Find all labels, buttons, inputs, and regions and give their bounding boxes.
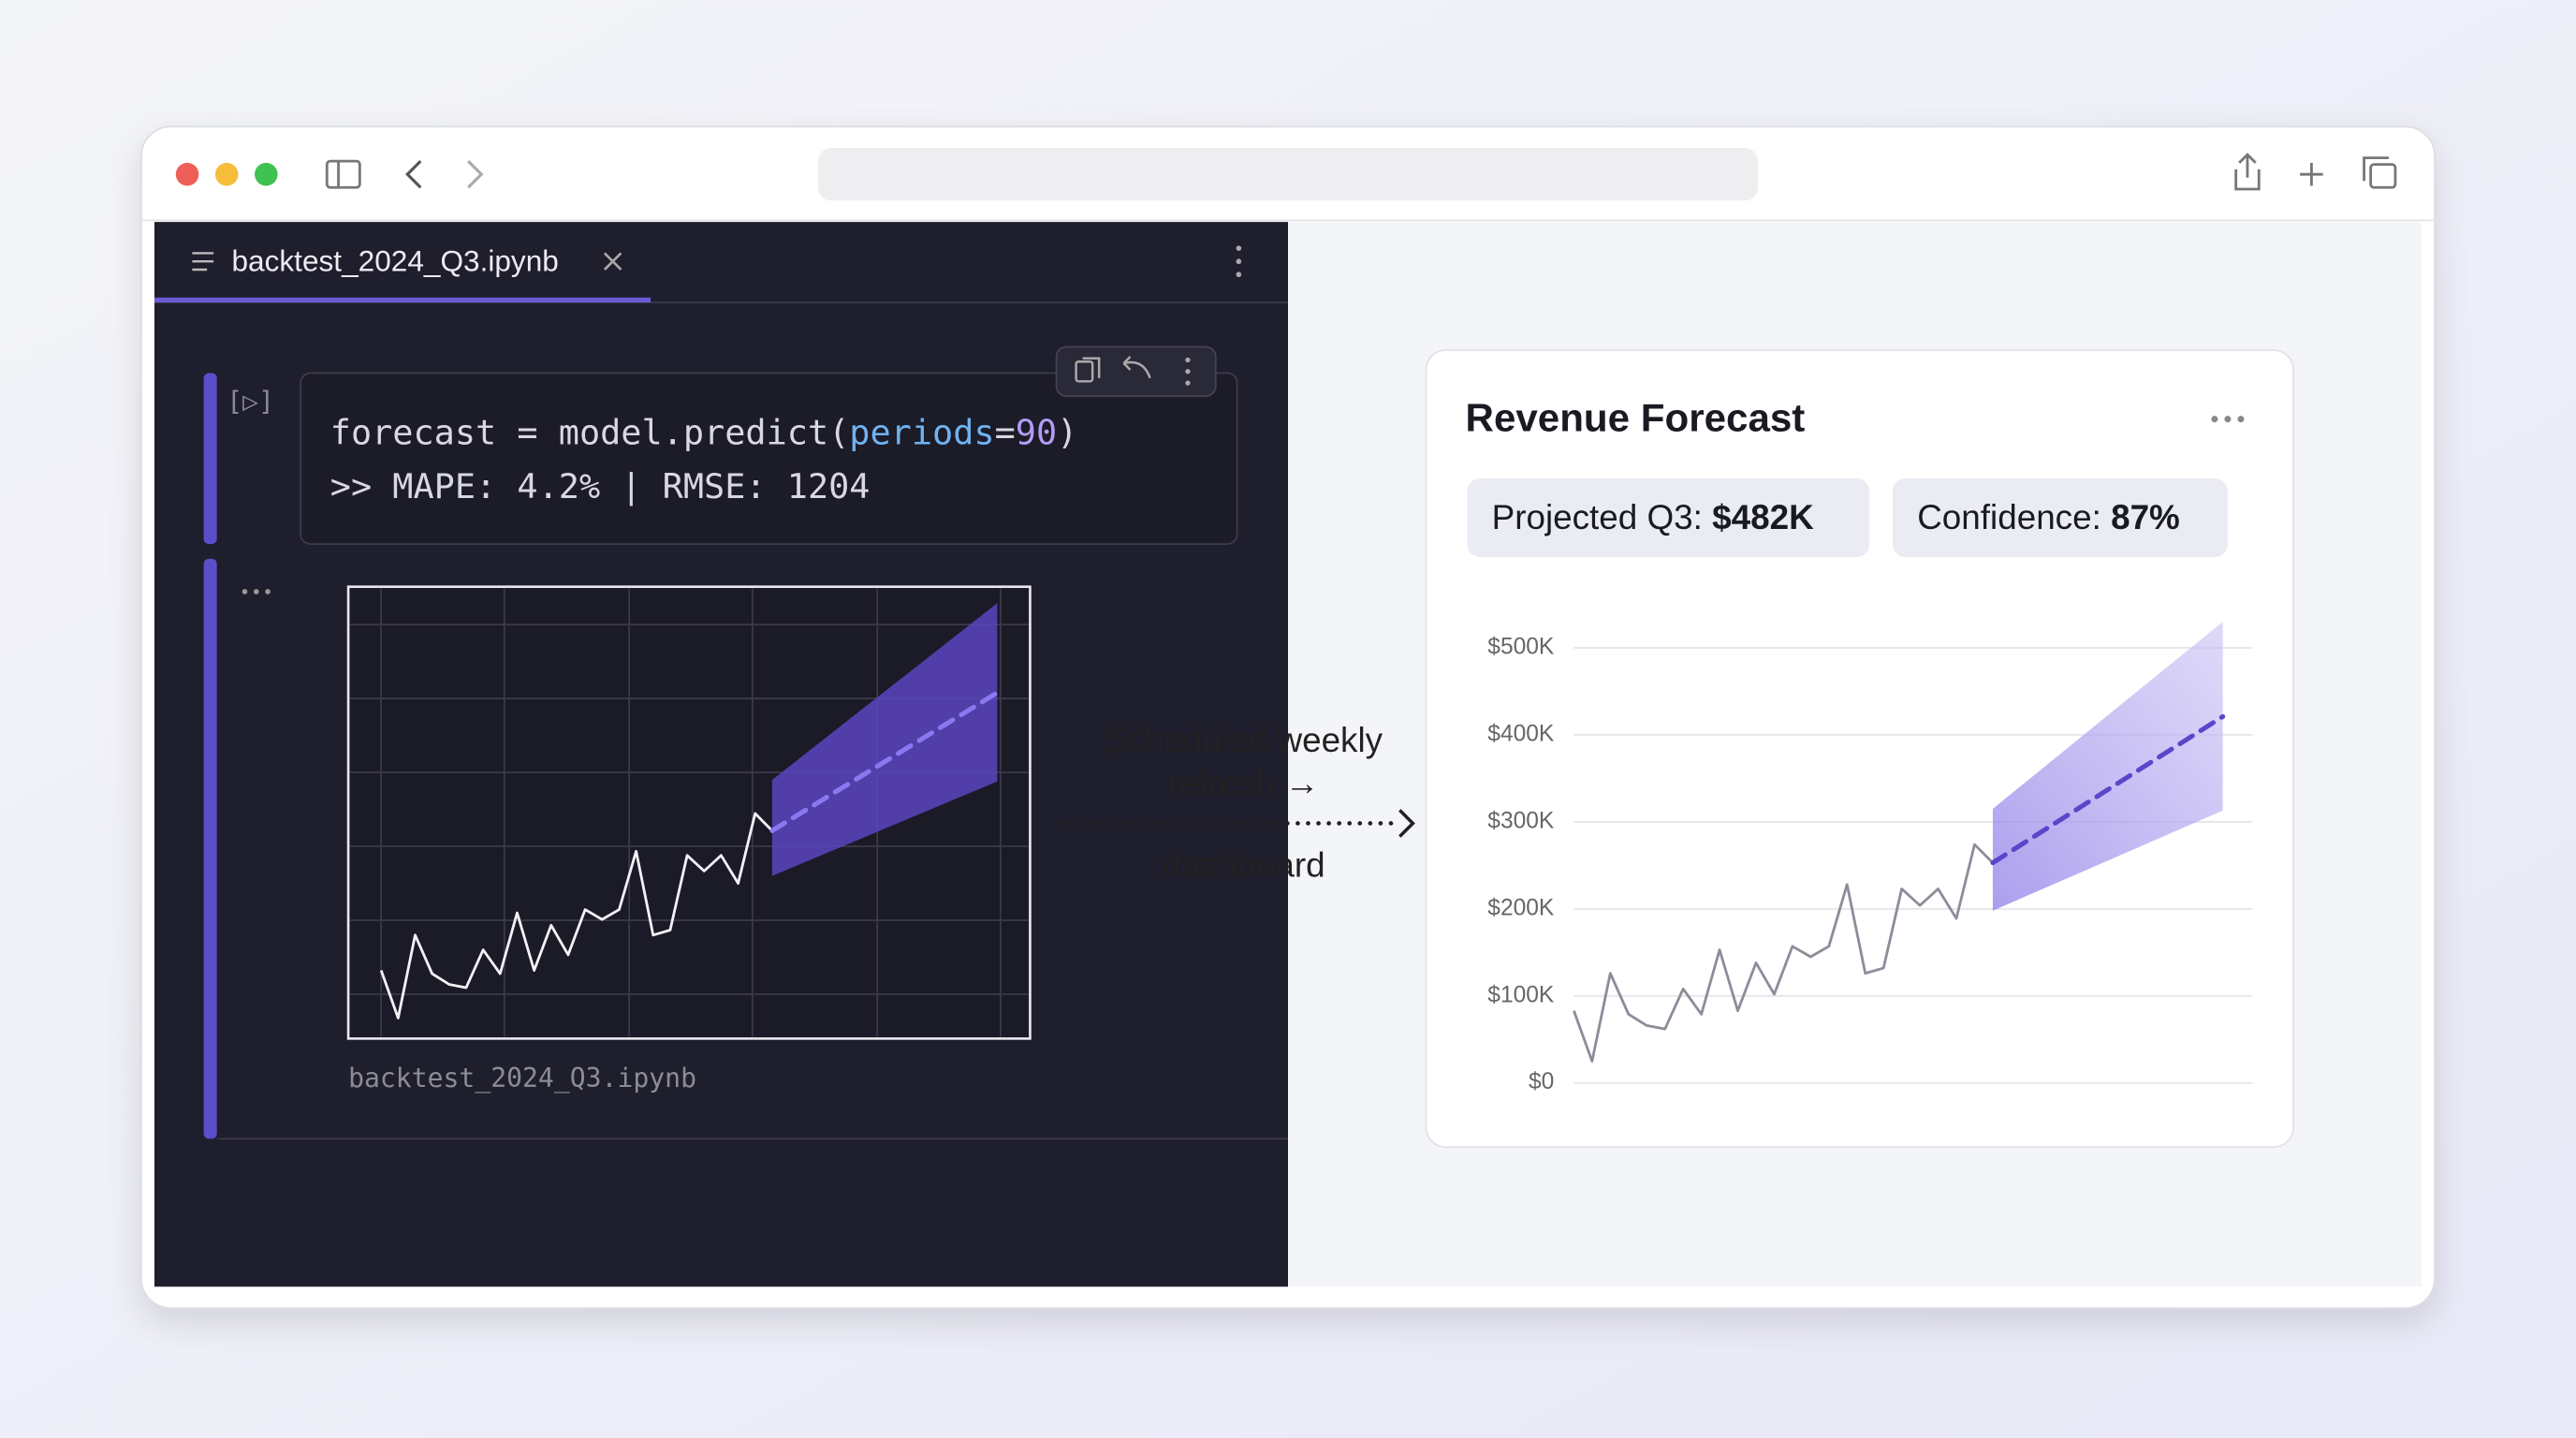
confidence-band — [1992, 622, 2223, 911]
y-tick-label: $0 — [1529, 1069, 1554, 1094]
code-token: = — [995, 412, 1016, 452]
y-tick-label: $500K — [1487, 634, 1555, 659]
plot-frame — [346, 585, 1032, 1040]
share-button[interactable] — [2234, 153, 2261, 191]
y-tick-label: $100K — [1487, 982, 1555, 1007]
annotation-line: refresh → — [1168, 764, 1320, 802]
sidebar-icon[interactable] — [325, 159, 361, 189]
address-bar[interactable] — [818, 148, 1758, 201]
flow-arrow-head — [1398, 809, 1415, 838]
close-button[interactable] — [175, 162, 199, 186]
code-token: ) — [1057, 412, 1077, 452]
metric-pill — [1467, 477, 1870, 558]
y-tick-label: $400K — [1487, 721, 1555, 746]
annotation-line: Scheduled weekly — [1105, 721, 1383, 759]
confidence-band — [771, 603, 998, 876]
forward-button[interactable] — [467, 160, 484, 189]
metric-label: Confidence: — [1917, 497, 2111, 536]
code-token: forecast = model.predict( — [330, 412, 850, 452]
metric-pill — [1892, 477, 2228, 558]
new-tab-button[interactable] — [2300, 162, 2323, 186]
forecast-line — [769, 690, 1000, 833]
output-menu[interactable] — [242, 589, 271, 594]
metric-text: Confidence: 87% — [1917, 497, 2180, 536]
output-indicator — [203, 558, 217, 1139]
code-output: >> MAPE: 4.2% | RMSE: 1204 — [330, 466, 871, 507]
forecast-line — [1990, 713, 2226, 866]
back-button[interactable] — [405, 160, 422, 189]
annotation-target: dashboard — [1163, 846, 1325, 885]
tab-close[interactable] — [603, 252, 622, 271]
y-tick-label: $200K — [1487, 895, 1555, 920]
tab-menu[interactable] — [1236, 245, 1242, 278]
card-menu[interactable] — [2211, 416, 2245, 423]
code-token: 90 — [1016, 412, 1057, 452]
metric-value: 87% — [2111, 497, 2180, 536]
minimize-button[interactable] — [214, 162, 239, 186]
zoom-button[interactable] — [255, 162, 278, 186]
card-title: Revenue Forecast — [1466, 396, 1806, 440]
active-tab-indicator — [154, 297, 651, 303]
code-line: forecast = model.predict(periods=90) — [330, 412, 1078, 452]
code-token: periods — [849, 412, 994, 452]
metric-text: Projected Q3: $482K — [1492, 497, 1814, 536]
history-line — [379, 812, 773, 1020]
file-icon — [192, 252, 214, 271]
tab-title[interactable]: backtest_2024_Q3.ipynb — [231, 243, 558, 277]
plot-caption: backtest_2024_Q3.ipynb — [348, 1063, 696, 1094]
undo-button[interactable] — [1122, 356, 1151, 379]
notebook-plot — [346, 585, 1032, 1040]
metric-label: Projected Q3: — [1492, 497, 1713, 536]
cell-menu[interactable] — [1185, 357, 1191, 386]
copy-button[interactable] — [1075, 357, 1101, 383]
code-cell[interactable] — [300, 372, 1238, 545]
y-tick-label: $300K — [1487, 808, 1555, 833]
metric-value: $482K — [1712, 497, 1814, 536]
history-line — [1573, 843, 1994, 1063]
cell-indicator — [203, 373, 217, 545]
tabs-button[interactable] — [2363, 156, 2397, 189]
run-prompt[interactable]: [▷] — [227, 386, 274, 417]
revenue-chart: $0 $100K $200K $300K $400K $500K — [1487, 622, 2253, 1094]
cell-toolbar — [1055, 345, 1217, 397]
